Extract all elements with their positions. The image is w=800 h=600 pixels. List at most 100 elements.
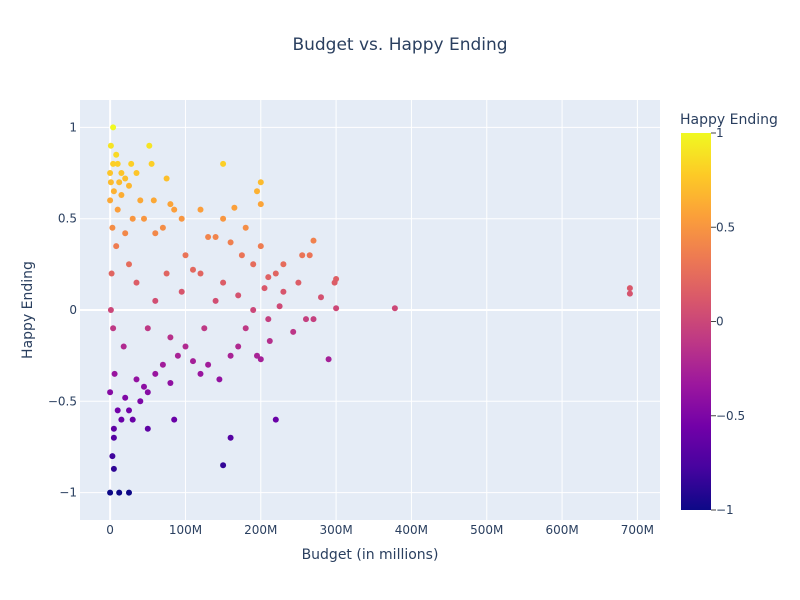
- data-point: [107, 197, 114, 204]
- data-point: [227, 352, 234, 359]
- data-point: [220, 215, 227, 222]
- data-point: [257, 243, 264, 250]
- x-tick-label: 700M: [621, 523, 654, 537]
- data-point: [110, 188, 117, 195]
- data-point: [306, 252, 313, 259]
- x-tick-label: 200M: [244, 523, 277, 537]
- data-point: [178, 288, 185, 295]
- data-point: [231, 204, 238, 211]
- data-point: [144, 425, 151, 432]
- data-point: [167, 201, 174, 208]
- data-point: [265, 316, 272, 323]
- data-point: [128, 160, 135, 167]
- data-point: [113, 243, 120, 250]
- x-tick-label: 500M: [470, 523, 503, 537]
- data-point: [626, 285, 633, 292]
- data-point: [118, 192, 125, 198]
- data-point: [152, 370, 159, 377]
- data-point: [212, 234, 219, 240]
- data-point: [114, 206, 121, 213]
- x-tick-label: 300M: [319, 523, 352, 537]
- data-point: [122, 394, 129, 401]
- data-point: [242, 325, 249, 332]
- data-point: [114, 407, 121, 414]
- data-point: [133, 376, 140, 383]
- data-point: [150, 197, 157, 204]
- data-point: [137, 398, 144, 405]
- data-point: [178, 215, 185, 222]
- data-point: [190, 358, 196, 365]
- data-point: [109, 453, 116, 460]
- colorbar-tick-label: 1: [716, 126, 724, 140]
- data-point: [144, 389, 151, 396]
- data-point: [133, 279, 140, 286]
- x-tick-label: 400M: [395, 523, 428, 537]
- data-point: [122, 230, 129, 237]
- data-point: [167, 334, 174, 341]
- data-point: [205, 361, 212, 368]
- data-point: [201, 325, 208, 332]
- data-point: [325, 356, 332, 363]
- data-point: [110, 160, 117, 167]
- data-point: [205, 234, 212, 240]
- data-point: [133, 170, 140, 176]
- chart-title: Budget vs. Happy Ending: [292, 35, 507, 55]
- data-point: [250, 307, 257, 313]
- colorbar: [681, 133, 711, 510]
- data-point: [250, 261, 257, 268]
- data-point: [299, 252, 306, 259]
- data-point: [114, 160, 121, 167]
- data-point: [220, 160, 227, 167]
- data-point: [290, 328, 297, 335]
- data-point: [235, 292, 242, 299]
- colorbar-ticks: −1 −0.5 0 0.5 1: [711, 126, 745, 517]
- data-point: [295, 279, 302, 286]
- data-point: [182, 252, 189, 259]
- data-point: [171, 206, 178, 213]
- data-point: [242, 224, 249, 231]
- data-point: [159, 361, 166, 368]
- data-point: [141, 383, 147, 390]
- data-point: [197, 206, 204, 213]
- x-tick-label: 600M: [545, 523, 578, 537]
- data-point: [116, 489, 123, 496]
- data-point: [174, 352, 181, 359]
- data-point: [113, 151, 120, 158]
- data-point: [146, 142, 153, 149]
- data-point: [261, 285, 268, 292]
- data-points: [107, 124, 633, 496]
- data-point: [118, 416, 125, 423]
- data-point: [111, 370, 118, 377]
- data-point: [107, 489, 114, 496]
- data-point: [254, 352, 260, 359]
- data-point: [148, 160, 155, 167]
- colorbar-title: Happy Ending: [680, 112, 778, 128]
- data-point: [107, 170, 114, 176]
- data-point: [126, 489, 132, 496]
- data-point: [310, 316, 317, 323]
- colorbar-tick-label: 0: [716, 315, 724, 329]
- data-point: [171, 416, 178, 423]
- y-tick-label: 0: [69, 303, 77, 317]
- data-point: [163, 270, 170, 277]
- data-point: [110, 325, 117, 332]
- data-point: [333, 305, 340, 312]
- y-tick-label: −1: [59, 486, 77, 500]
- data-point: [303, 316, 309, 323]
- data-point: [109, 224, 116, 231]
- data-point: [126, 407, 132, 414]
- data-point: [272, 270, 279, 277]
- colorbar-tick-label: −1: [716, 503, 734, 517]
- data-point: [118, 170, 125, 176]
- data-point: [197, 370, 204, 377]
- data-point: [254, 188, 260, 195]
- data-point: [107, 307, 114, 313]
- data-point: [220, 462, 227, 469]
- data-point: [129, 215, 136, 222]
- data-point: [144, 325, 151, 332]
- data-point: [116, 179, 123, 186]
- data-point: [110, 124, 117, 131]
- data-point: [272, 416, 279, 423]
- data-point: [235, 343, 242, 350]
